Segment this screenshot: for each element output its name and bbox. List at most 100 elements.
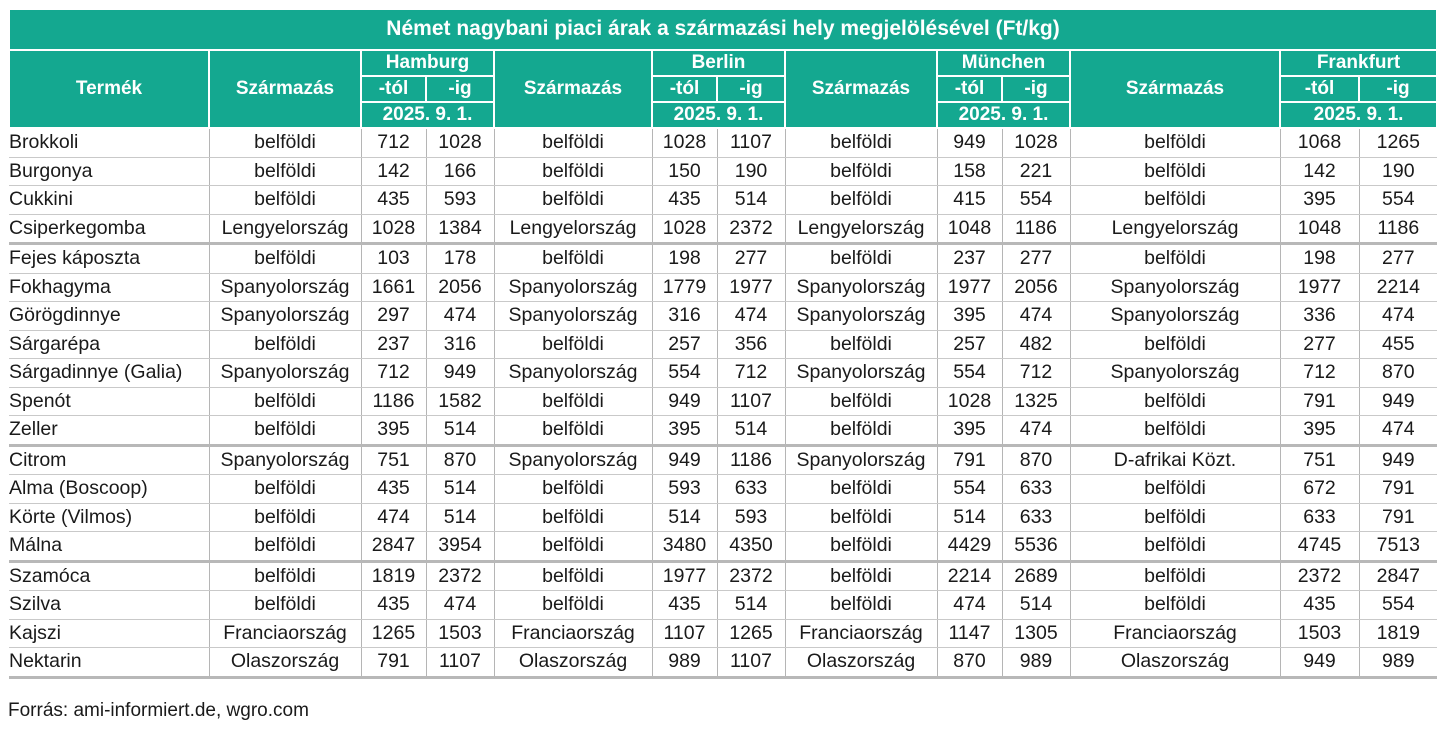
- to-cell-frankfurt: 190: [1359, 157, 1438, 186]
- origin-cell-hamburg: belföldi: [209, 157, 362, 186]
- table-row: Szamóca belföldi 1819 2372 belföldi 1977 2372 b…: [9, 561, 1438, 591]
- from-cell-frankfurt: 949: [1280, 647, 1360, 679]
- from-cell-hamburg: 297: [361, 301, 427, 331]
- from-cell-hamburg: 751: [361, 445, 427, 475]
- header-origin-hamburg: Származás: [208, 49, 362, 129]
- price-table-container: Német nagybani piaci árak a származási h…: [7, 8, 1439, 679]
- origin-cell-hamburg: belföldi: [209, 415, 362, 447]
- product-cell: Fejes káposzta: [9, 243, 210, 274]
- header-to-berlin: -ig: [716, 75, 786, 103]
- header-market-munchen: München: [936, 49, 1071, 77]
- origin-cell-berlin: Spanyolország: [494, 445, 653, 475]
- header-to-hamburg: -ig: [425, 75, 495, 103]
- header-to-frankfurt: -ig: [1357, 75, 1439, 103]
- header-from-hamburg: -tól: [360, 75, 427, 103]
- from-cell-munchen: 514: [937, 503, 1003, 532]
- to-cell-hamburg: 1107: [426, 647, 495, 679]
- origin-cell-hamburg: belföldi: [209, 243, 362, 274]
- table-row: Burgonya belföldi 142 166 belföldi 150 190 belf…: [9, 157, 1438, 186]
- to-cell-munchen: 633: [1002, 503, 1071, 532]
- from-cell-frankfurt: 395: [1280, 185, 1360, 215]
- from-cell-munchen: 791: [937, 445, 1003, 475]
- from-cell-berlin: 949: [652, 387, 718, 416]
- source-note: Forrás: ami-informiert.de, wgro.com: [8, 700, 309, 721]
- to-cell-berlin: 190: [717, 157, 786, 186]
- from-cell-hamburg: 435: [361, 185, 427, 215]
- origin-cell-frankfurt: belföldi: [1070, 531, 1281, 563]
- from-cell-frankfurt: 336: [1280, 301, 1360, 331]
- product-cell: Zeller: [9, 415, 210, 447]
- to-cell-frankfurt: 949: [1359, 387, 1438, 416]
- origin-cell-hamburg: belföldi: [209, 503, 362, 532]
- origin-cell-munchen: belföldi: [785, 561, 938, 591]
- from-cell-frankfurt: 1068: [1280, 128, 1360, 158]
- origin-cell-frankfurt: Olaszország: [1070, 647, 1281, 679]
- header-origin-munchen: Származás: [784, 49, 938, 129]
- to-cell-frankfurt: 1186: [1359, 214, 1438, 245]
- from-cell-berlin: 554: [652, 358, 718, 388]
- table-row: Fokhagyma Spanyolország 1661 2056 Spanyolors…: [9, 273, 1438, 302]
- to-cell-berlin: 4350: [717, 531, 786, 563]
- table-row: Brokkoli belföldi 712 1028 belföldi 1028 1107 b…: [9, 128, 1438, 158]
- header-date-berlin: 2025. 9. 1.: [651, 101, 786, 129]
- header-origin-berlin: Származás: [493, 49, 653, 129]
- product-cell: Cukkini: [9, 185, 210, 215]
- to-cell-frankfurt: 474: [1359, 415, 1438, 447]
- from-cell-berlin: 257: [652, 330, 718, 359]
- origin-cell-berlin: Franciaország: [494, 619, 653, 648]
- from-cell-munchen: 4429: [937, 531, 1003, 563]
- to-cell-hamburg: 514: [426, 503, 495, 532]
- to-cell-munchen: 474: [1002, 415, 1071, 447]
- to-cell-berlin: 474: [717, 301, 786, 331]
- from-cell-hamburg: 791: [361, 647, 427, 679]
- origin-cell-berlin: belföldi: [494, 128, 653, 158]
- from-cell-berlin: 435: [652, 185, 718, 215]
- to-cell-hamburg: 178: [426, 243, 495, 274]
- from-cell-munchen: 395: [937, 301, 1003, 331]
- product-cell: Málna: [9, 531, 210, 563]
- price-table: Német nagybani piaci árak a származási h…: [7, 8, 1439, 679]
- product-cell: Csiperkegomba: [9, 214, 210, 245]
- from-cell-frankfurt: 672: [1280, 474, 1360, 504]
- origin-cell-frankfurt: belföldi: [1070, 243, 1281, 274]
- to-cell-berlin: 277: [717, 243, 786, 274]
- product-cell: Szilva: [9, 590, 210, 620]
- origin-cell-berlin: belföldi: [494, 185, 653, 215]
- from-cell-berlin: 316: [652, 301, 718, 331]
- to-cell-hamburg: 1384: [426, 214, 495, 245]
- origin-cell-berlin: Olaszország: [494, 647, 653, 679]
- origin-cell-hamburg: belföldi: [209, 531, 362, 563]
- origin-cell-hamburg: Spanyolország: [209, 358, 362, 388]
- from-cell-berlin: 150: [652, 157, 718, 186]
- table-row: Málna belföldi 2847 3954 belföldi 3480 4350 bel…: [9, 531, 1438, 563]
- to-cell-munchen: 482: [1002, 330, 1071, 359]
- to-cell-berlin: 514: [717, 415, 786, 447]
- origin-cell-frankfurt: belföldi: [1070, 474, 1281, 504]
- to-cell-frankfurt: 791: [1359, 503, 1438, 532]
- from-cell-frankfurt: 277: [1280, 330, 1360, 359]
- origin-cell-munchen: belföldi: [785, 157, 938, 186]
- to-cell-munchen: 1186: [1002, 214, 1071, 245]
- product-cell: Sárgadinnye (Galia): [9, 358, 210, 388]
- to-cell-berlin: 712: [717, 358, 786, 388]
- header-date-munchen: 2025. 9. 1.: [936, 101, 1071, 129]
- to-cell-frankfurt: 949: [1359, 445, 1438, 475]
- from-cell-frankfurt: 142: [1280, 157, 1360, 186]
- origin-cell-frankfurt: belföldi: [1070, 157, 1281, 186]
- origin-cell-munchen: belföldi: [785, 185, 938, 215]
- product-cell: Burgonya: [9, 157, 210, 186]
- to-cell-munchen: 712: [1002, 358, 1071, 388]
- origin-cell-munchen: belföldi: [785, 531, 938, 563]
- to-cell-hamburg: 514: [426, 415, 495, 447]
- origin-cell-munchen: Franciaország: [785, 619, 938, 648]
- origin-cell-munchen: belföldi: [785, 330, 938, 359]
- to-cell-frankfurt: 1265: [1359, 128, 1438, 158]
- to-cell-frankfurt: 277: [1359, 243, 1438, 274]
- from-cell-berlin: 1028: [652, 214, 718, 245]
- to-cell-munchen: 5536: [1002, 531, 1071, 563]
- to-cell-munchen: 221: [1002, 157, 1071, 186]
- origin-cell-munchen: belföldi: [785, 387, 938, 416]
- to-cell-munchen: 554: [1002, 185, 1071, 215]
- table-row: Görögdinnye Spanyolország 297 474 Spanyolors…: [9, 301, 1438, 331]
- to-cell-frankfurt: 989: [1359, 647, 1438, 679]
